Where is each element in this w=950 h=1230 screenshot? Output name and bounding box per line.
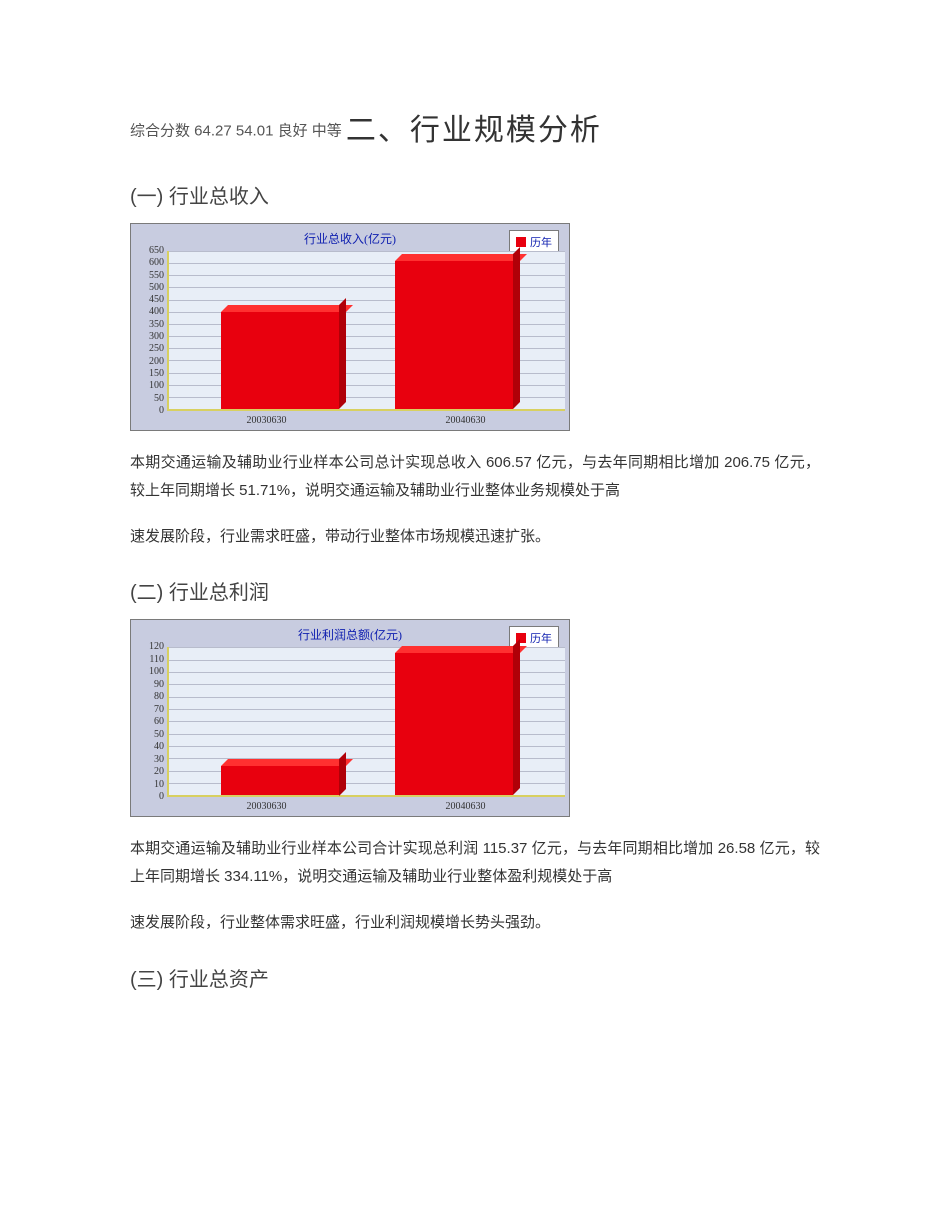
section1-heading: (一) 行业总收入 (130, 180, 820, 209)
chart-xtick: 20040630 (366, 801, 565, 812)
chart-plot (167, 251, 565, 411)
chart-xtick: 20030630 (167, 801, 366, 812)
legend-swatch-icon (516, 237, 526, 247)
chart-yaxis: 650600550500450400350300250200150100500 (135, 251, 167, 411)
chart-bar (221, 312, 339, 409)
chart-xaxis: 2003063020040630 (135, 801, 565, 812)
section1-para2: 速发展阶段，行业需求旺盛，带动行业整体市场规模迅速扩张。 (130, 523, 820, 551)
chart-title: 行业利润总额(亿元) (135, 624, 565, 647)
section2-para1: 本期交通运输及辅助业行业样本公司合计实现总利润 115.37 亿元，与去年同期相… (130, 835, 820, 891)
section3-heading: (三) 行业总资产 (130, 963, 820, 992)
chart-plot (167, 647, 565, 797)
chart-bar (395, 653, 513, 795)
chart-xaxis: 2003063020040630 (135, 415, 565, 426)
legend-label: 历年 (530, 234, 552, 250)
legend-label: 历年 (530, 630, 552, 646)
chart-title: 行业总收入(亿元) (135, 228, 565, 251)
section1-para1: 本期交通运输及辅助业行业样本公司总计实现总收入 606.57 亿元，与去年同期相… (130, 449, 820, 505)
chart-profit: 行业利润总额(亿元)历年 1201101009080706050403020100… (130, 619, 570, 817)
chart-xtick: 20040630 (366, 415, 565, 426)
section2-para2: 速发展阶段，行业整体需求旺盛，行业利润规模增长势头强劲。 (130, 909, 820, 937)
page-header: 综合分数 64.27 54.01 良好 中等 二、行业规模分析 (130, 110, 820, 152)
chart-yaxis: 1201101009080706050403020100 (135, 647, 167, 797)
header-prefix: 综合分数 64.27 54.01 良好 中等 (130, 123, 346, 140)
chart-revenue: 行业总收入(亿元)历年 65060055050045040035030025020… (130, 223, 570, 431)
header-title: 二、行业规模分析 (346, 114, 602, 147)
section2-heading: (二) 行业总利润 (130, 576, 820, 605)
chart-bar (395, 261, 513, 409)
chart-bar (221, 766, 339, 796)
chart-xtick: 20030630 (167, 415, 366, 426)
